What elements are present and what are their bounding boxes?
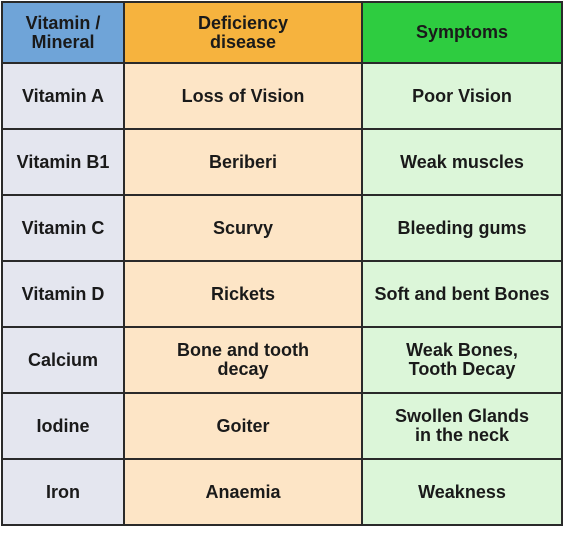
table-row: Vitamin B1 Beriberi Weak muscles xyxy=(1,128,563,196)
nutrient-cell: Vitamin D xyxy=(1,260,125,328)
symptom-cell: Soft and bent Bones xyxy=(361,260,563,328)
table-row: Vitamin A Loss of Vision Poor Vision xyxy=(1,62,563,130)
deficiency-table: Vitamin / Mineral Deficiency disease Sym… xyxy=(1,1,563,526)
nutrient-cell: Iodine xyxy=(1,392,125,460)
table-row: Vitamin D Rickets Soft and bent Bones xyxy=(1,260,563,328)
header-vitamin-mineral: Vitamin / Mineral xyxy=(1,1,125,64)
nutrient-cell: Vitamin C xyxy=(1,194,125,262)
header-symptoms: Symptoms xyxy=(361,1,563,64)
nutrient-cell: Calcium xyxy=(1,326,125,394)
disease-cell: Bone and tooth decay xyxy=(123,326,363,394)
disease-cell: Goiter xyxy=(123,392,363,460)
symptom-cell: Weak muscles xyxy=(361,128,563,196)
disease-cell: Anaemia xyxy=(123,458,363,526)
symptom-cell: Weakness xyxy=(361,458,563,526)
symptom-cell: Poor Vision xyxy=(361,62,563,130)
disease-cell: Loss of Vision xyxy=(123,62,363,130)
symptom-cell: Bleeding gums xyxy=(361,194,563,262)
nutrient-cell: Vitamin A xyxy=(1,62,125,130)
table-row: Vitamin C Scurvy Bleeding gums xyxy=(1,194,563,262)
table-row: Iron Anaemia Weakness xyxy=(1,458,563,526)
header-deficiency-disease: Deficiency disease xyxy=(123,1,363,64)
nutrient-cell: Iron xyxy=(1,458,125,526)
nutrient-cell: Vitamin B1 xyxy=(1,128,125,196)
table-row: Iodine Goiter Swollen Glands in the neck xyxy=(1,392,563,460)
symptom-cell: Weak Bones, Tooth Decay xyxy=(361,326,563,394)
disease-cell: Scurvy xyxy=(123,194,363,262)
disease-cell: Beriberi xyxy=(123,128,363,196)
disease-cell: Rickets xyxy=(123,260,363,328)
table-row: Calcium Bone and tooth decay Weak Bones,… xyxy=(1,326,563,394)
table-header-row: Vitamin / Mineral Deficiency disease Sym… xyxy=(1,1,563,64)
symptom-cell: Swollen Glands in the neck xyxy=(361,392,563,460)
